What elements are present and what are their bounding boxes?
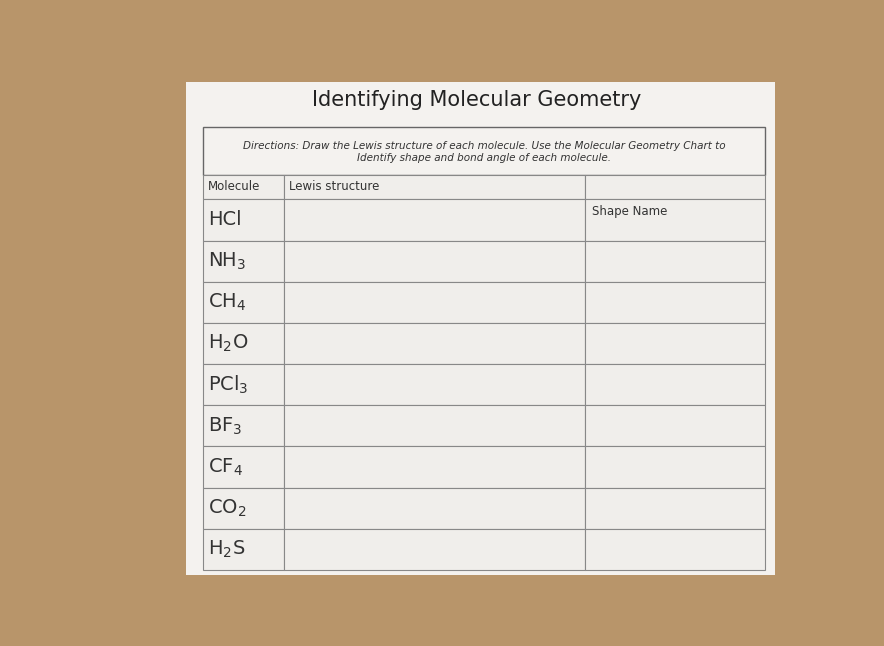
- Bar: [585, 405, 765, 446]
- Bar: [203, 488, 285, 529]
- Text: HCl: HCl: [209, 211, 242, 229]
- Text: BF$_3$: BF$_3$: [209, 415, 243, 437]
- Bar: [585, 446, 765, 488]
- Bar: [203, 529, 285, 570]
- Bar: [585, 323, 765, 364]
- Bar: [585, 529, 765, 570]
- Bar: [203, 127, 765, 174]
- Text: CH$_4$: CH$_4$: [209, 292, 247, 313]
- Bar: [285, 323, 585, 364]
- Bar: [285, 200, 585, 240]
- Text: Molecule: Molecule: [208, 180, 260, 193]
- Bar: [585, 174, 765, 200]
- Bar: [585, 282, 765, 323]
- Bar: [285, 174, 585, 200]
- Bar: [203, 282, 285, 323]
- Bar: [186, 83, 775, 575]
- Text: Lewis structure: Lewis structure: [289, 180, 379, 193]
- Text: Identifying Molecular Geometry: Identifying Molecular Geometry: [312, 90, 642, 110]
- Bar: [585, 240, 765, 282]
- Text: NH$_3$: NH$_3$: [209, 251, 247, 272]
- Bar: [585, 200, 765, 240]
- Text: Identify shape and bond angle of each molecule.: Identify shape and bond angle of each mo…: [357, 153, 611, 163]
- Bar: [203, 446, 285, 488]
- Text: Shape Name: Shape Name: [592, 205, 667, 218]
- Bar: [203, 364, 285, 405]
- Bar: [203, 405, 285, 446]
- Bar: [203, 240, 285, 282]
- Bar: [285, 282, 585, 323]
- Bar: [203, 174, 285, 200]
- Bar: [285, 488, 585, 529]
- Text: H$_2$S: H$_2$S: [209, 539, 246, 560]
- Text: CO$_2$: CO$_2$: [209, 497, 247, 519]
- Bar: [585, 364, 765, 405]
- Bar: [285, 240, 585, 282]
- Bar: [285, 529, 585, 570]
- Bar: [285, 364, 585, 405]
- Text: PCl$_3$: PCl$_3$: [209, 373, 249, 396]
- Text: CF$_4$: CF$_4$: [209, 456, 243, 477]
- Text: H$_2$O: H$_2$O: [209, 333, 248, 354]
- Bar: [285, 446, 585, 488]
- Bar: [585, 488, 765, 529]
- Bar: [285, 405, 585, 446]
- Text: Directions: Draw the Lewis structure of each molecule. Use the Molecular Geometr: Directions: Draw the Lewis structure of …: [242, 141, 725, 151]
- Bar: [203, 200, 285, 240]
- Bar: [203, 323, 285, 364]
